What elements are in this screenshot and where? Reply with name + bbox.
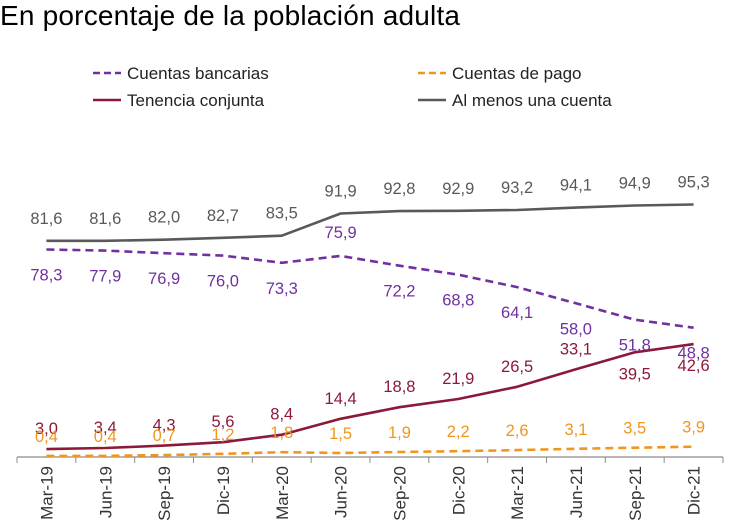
x-tick-label: Mar-19: [37, 466, 56, 520]
chart-title: En porcentaje de la población adulta: [0, 0, 461, 31]
legend-label-cuentas-bancarias: Cuentas bancarias: [127, 64, 269, 83]
series-line-tenencia-conjunta: [46, 342, 694, 451]
data-label-tenencia-conjunta: 3,0: [35, 420, 58, 438]
data-label-cuentas-de-pago: 3,9: [682, 419, 705, 437]
data-label-cuentas-de-pago: 1,9: [388, 424, 411, 442]
data-label-al-menos-una-cuenta: 94,1: [560, 177, 592, 195]
data-label-cuentas-bancarias: 64,1: [501, 304, 533, 322]
data-label-cuentas-bancarias: 72,2: [383, 283, 415, 301]
data-label-cuentas-bancarias: 76,0: [207, 273, 239, 291]
data-label-cuentas-bancarias: 75,9: [325, 224, 357, 242]
data-label-tenencia-conjunta: 4,3: [153, 417, 176, 435]
data-label-al-menos-una-cuenta: 91,9: [325, 182, 357, 200]
x-tick-label: Mar-20: [273, 466, 292, 520]
data-label-cuentas-de-pago: 0,7: [153, 427, 176, 445]
data-label-cuentas-bancarias: 73,3: [266, 280, 298, 298]
data-label-tenencia-conjunta: 21,9: [442, 370, 474, 388]
data-label-al-menos-una-cuenta: 81,6: [89, 210, 121, 228]
data-label-tenencia-conjunta: 26,5: [501, 358, 533, 376]
x-tick-label: Jun-19: [96, 466, 115, 518]
x-tick-label: Dic-19: [214, 466, 233, 515]
data-label-tenencia-conjunta: 3,4: [94, 419, 117, 437]
data-label-cuentas-de-pago: 1,8: [270, 424, 293, 442]
x-tick-label: Sep-21: [626, 466, 645, 521]
data-label-tenencia-conjunta: 33,1: [560, 340, 592, 358]
series-line-al-menos-una-cuenta: [46, 203, 694, 243]
data-label-cuentas-de-pago: 0,4: [35, 428, 58, 446]
legend-label-cuentas-de-pago: Cuentas de pago: [452, 64, 582, 83]
data-label-al-menos-una-cuenta: 92,8: [383, 180, 415, 198]
legend-label-al-menos-una-cuenta: Al menos una cuenta: [452, 91, 612, 110]
data-label-al-menos-una-cuenta: 95,3: [678, 173, 710, 191]
data-label-cuentas-bancarias: 76,9: [148, 270, 180, 288]
data-label-tenencia-conjunta: 18,8: [383, 378, 415, 396]
legend-label-tenencia-conjunta: Tenencia conjunta: [127, 91, 265, 110]
x-tick-label: Mar-21: [508, 466, 527, 520]
x-tick-label: Sep-19: [155, 466, 174, 521]
data-label-cuentas-de-pago: 3,1: [564, 421, 587, 439]
x-tick-label: Dic-21: [685, 466, 704, 515]
data-label-cuentas-bancarias: 77,9: [89, 268, 121, 286]
x-tick-label: Jun-21: [567, 466, 586, 518]
data-label-al-menos-una-cuenta: 83,5: [266, 205, 298, 223]
data-label-tenencia-conjunta: 42,6: [678, 357, 710, 375]
x-tick-label: Jun-20: [332, 466, 351, 518]
data-label-tenencia-conjunta: 39,5: [619, 365, 651, 383]
data-label-al-menos-una-cuenta: 92,9: [442, 180, 474, 198]
data-label-cuentas-de-pago: 2,6: [506, 422, 529, 440]
data-label-tenencia-conjunta: 5,6: [211, 413, 234, 431]
series-line-cuentas-bancarias: [46, 248, 694, 329]
data-label-al-menos-una-cuenta: 81,6: [30, 210, 62, 228]
data-label-cuentas-bancarias: 58,0: [560, 320, 592, 338]
x-tick-label: Dic-20: [449, 466, 468, 515]
data-label-tenencia-conjunta: 14,4: [325, 390, 357, 408]
data-label-cuentas-de-pago: 2,2: [447, 423, 470, 441]
data-label-cuentas-de-pago: 1,5: [329, 425, 352, 443]
data-label-cuentas-bancarias: 48,8: [678, 345, 710, 363]
data-label-cuentas-bancarias: 51,8: [619, 337, 651, 355]
data-label-al-menos-una-cuenta: 82,7: [207, 207, 239, 225]
data-label-tenencia-conjunta: 8,4: [270, 406, 293, 424]
data-label-cuentas-bancarias: 78,3: [30, 267, 62, 285]
data-label-cuentas-de-pago: 3,5: [623, 420, 646, 438]
data-label-al-menos-una-cuenta: 94,9: [619, 175, 651, 193]
data-label-cuentas-de-pago: 0,4: [94, 428, 117, 446]
series-line-cuentas-de-pago: [46, 445, 694, 458]
data-label-al-menos-una-cuenta: 93,2: [501, 179, 533, 197]
data-label-al-menos-una-cuenta: 82,0: [148, 209, 180, 227]
data-label-cuentas-de-pago: 1,2: [211, 426, 234, 444]
x-tick-label: Sep-20: [390, 466, 409, 521]
data-label-cuentas-bancarias: 68,8: [442, 292, 474, 310]
